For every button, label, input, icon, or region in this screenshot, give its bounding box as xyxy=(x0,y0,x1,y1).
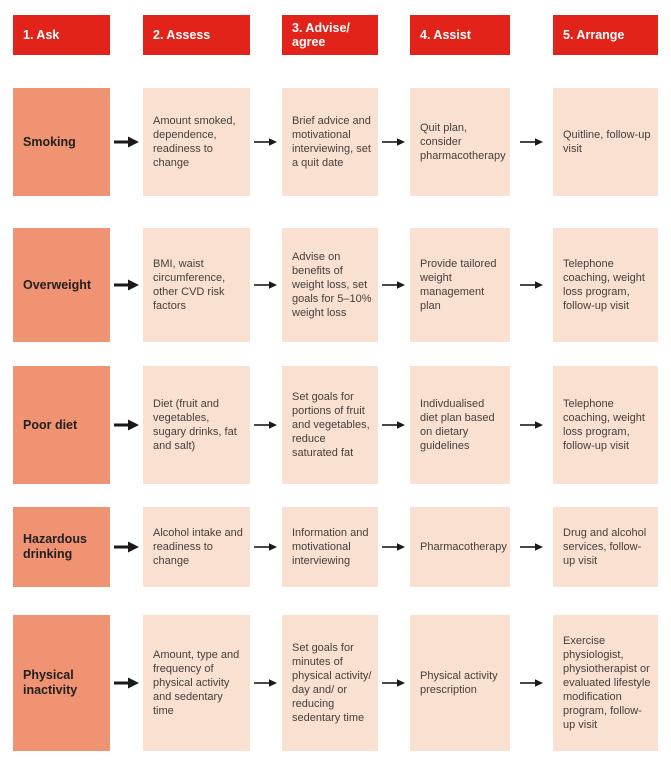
risk-factor-label: Physical inactivity xyxy=(13,615,110,751)
risk-row-smoking: Smoking Amount smoked, dependence, readi… xyxy=(13,88,658,196)
arrange-cell: Telephone coaching, weight loss program,… xyxy=(553,366,658,484)
header-step-advise-agree: 3. Advise/ agree xyxy=(282,15,378,55)
arrow-right-icon xyxy=(510,228,553,342)
arrow-right-icon xyxy=(510,88,553,196)
arrow-right-icon xyxy=(110,507,143,587)
arrow-right-icon xyxy=(110,228,143,342)
assess-cell: Amount, type and frequency of physical a… xyxy=(143,615,250,751)
assess-cell: Alcohol intake and readiness to change xyxy=(143,507,250,587)
arrow-right-icon xyxy=(250,615,282,751)
assess-cell: BMI, waist circumference, other CVD risk… xyxy=(143,228,250,342)
assist-cell: Pharmacotherapy xyxy=(410,507,510,587)
header-step-assist: 4. Assist xyxy=(410,15,510,55)
advise-cell: Advise on benefits of weight loss, set g… xyxy=(282,228,378,342)
risk-row-hazardous-drinking: Hazardous drinking Alcohol intake and re… xyxy=(13,507,658,587)
risk-factor-label: Smoking xyxy=(13,88,110,196)
arrow-right-icon xyxy=(378,88,410,196)
assist-cell: Quit plan, consider pharmacotherapy xyxy=(410,88,510,196)
assist-cell: Physical activity prescription xyxy=(410,615,510,751)
arrow-right-icon xyxy=(250,88,282,196)
header-step-ask: 1. Ask xyxy=(13,15,110,55)
arrange-cell: Quitline, follow-up visit xyxy=(553,88,658,196)
header-row: 1. Ask 2. Assess 3. Advise/ agree 4. Ass… xyxy=(13,15,658,55)
risk-factor-label: Overweight xyxy=(13,228,110,342)
advise-cell: Information and motivational interviewin… xyxy=(282,507,378,587)
assist-cell: Indivdualised diet plan based on dietary… xyxy=(410,366,510,484)
arrow-right-icon xyxy=(510,615,553,751)
advise-cell: Set goals for portions of fruit and vege… xyxy=(282,366,378,484)
arrow-right-icon xyxy=(378,366,410,484)
arrow-right-icon xyxy=(250,228,282,342)
arrow-right-icon xyxy=(510,507,553,587)
arrow-right-icon xyxy=(110,366,143,484)
arrow-right-icon xyxy=(378,507,410,587)
risk-row-physical-inactivity: Physical inactivity Amount, type and fre… xyxy=(13,615,658,751)
assess-cell: Diet (fruit and vegetables, sugary drink… xyxy=(143,366,250,484)
header-step-assess: 2. Assess xyxy=(143,15,250,55)
arrange-cell: Drug and alcohol services, follow-up vis… xyxy=(553,507,658,587)
arrow-right-icon xyxy=(250,366,282,484)
arrow-right-icon xyxy=(378,228,410,342)
advise-cell: Brief advice and motivational interviewi… xyxy=(282,88,378,196)
arrow-right-icon xyxy=(110,88,143,196)
arrange-cell: Exercise physiologist, physiotherapist o… xyxy=(553,615,658,751)
arrow-right-icon xyxy=(110,615,143,751)
risk-factor-label: Hazardous drinking xyxy=(13,507,110,587)
assess-cell: Amount smoked, dependence, readiness to … xyxy=(143,88,250,196)
risk-row-poor-diet: Poor diet Diet (fruit and vegetables, su… xyxy=(13,366,658,484)
arrow-right-icon xyxy=(510,366,553,484)
risk-row-overweight: Overweight BMI, waist circumference, oth… xyxy=(13,228,658,342)
header-step-arrange: 5. Arrange xyxy=(553,15,658,55)
risk-factor-label: Poor diet xyxy=(13,366,110,484)
assist-cell: Provide tailored weight management plan xyxy=(410,228,510,342)
advise-cell: Set goals for minutes of physical activi… xyxy=(282,615,378,751)
arrow-right-icon xyxy=(378,615,410,751)
arrange-cell: Telephone coaching, weight loss program,… xyxy=(553,228,658,342)
arrow-right-icon xyxy=(250,507,282,587)
